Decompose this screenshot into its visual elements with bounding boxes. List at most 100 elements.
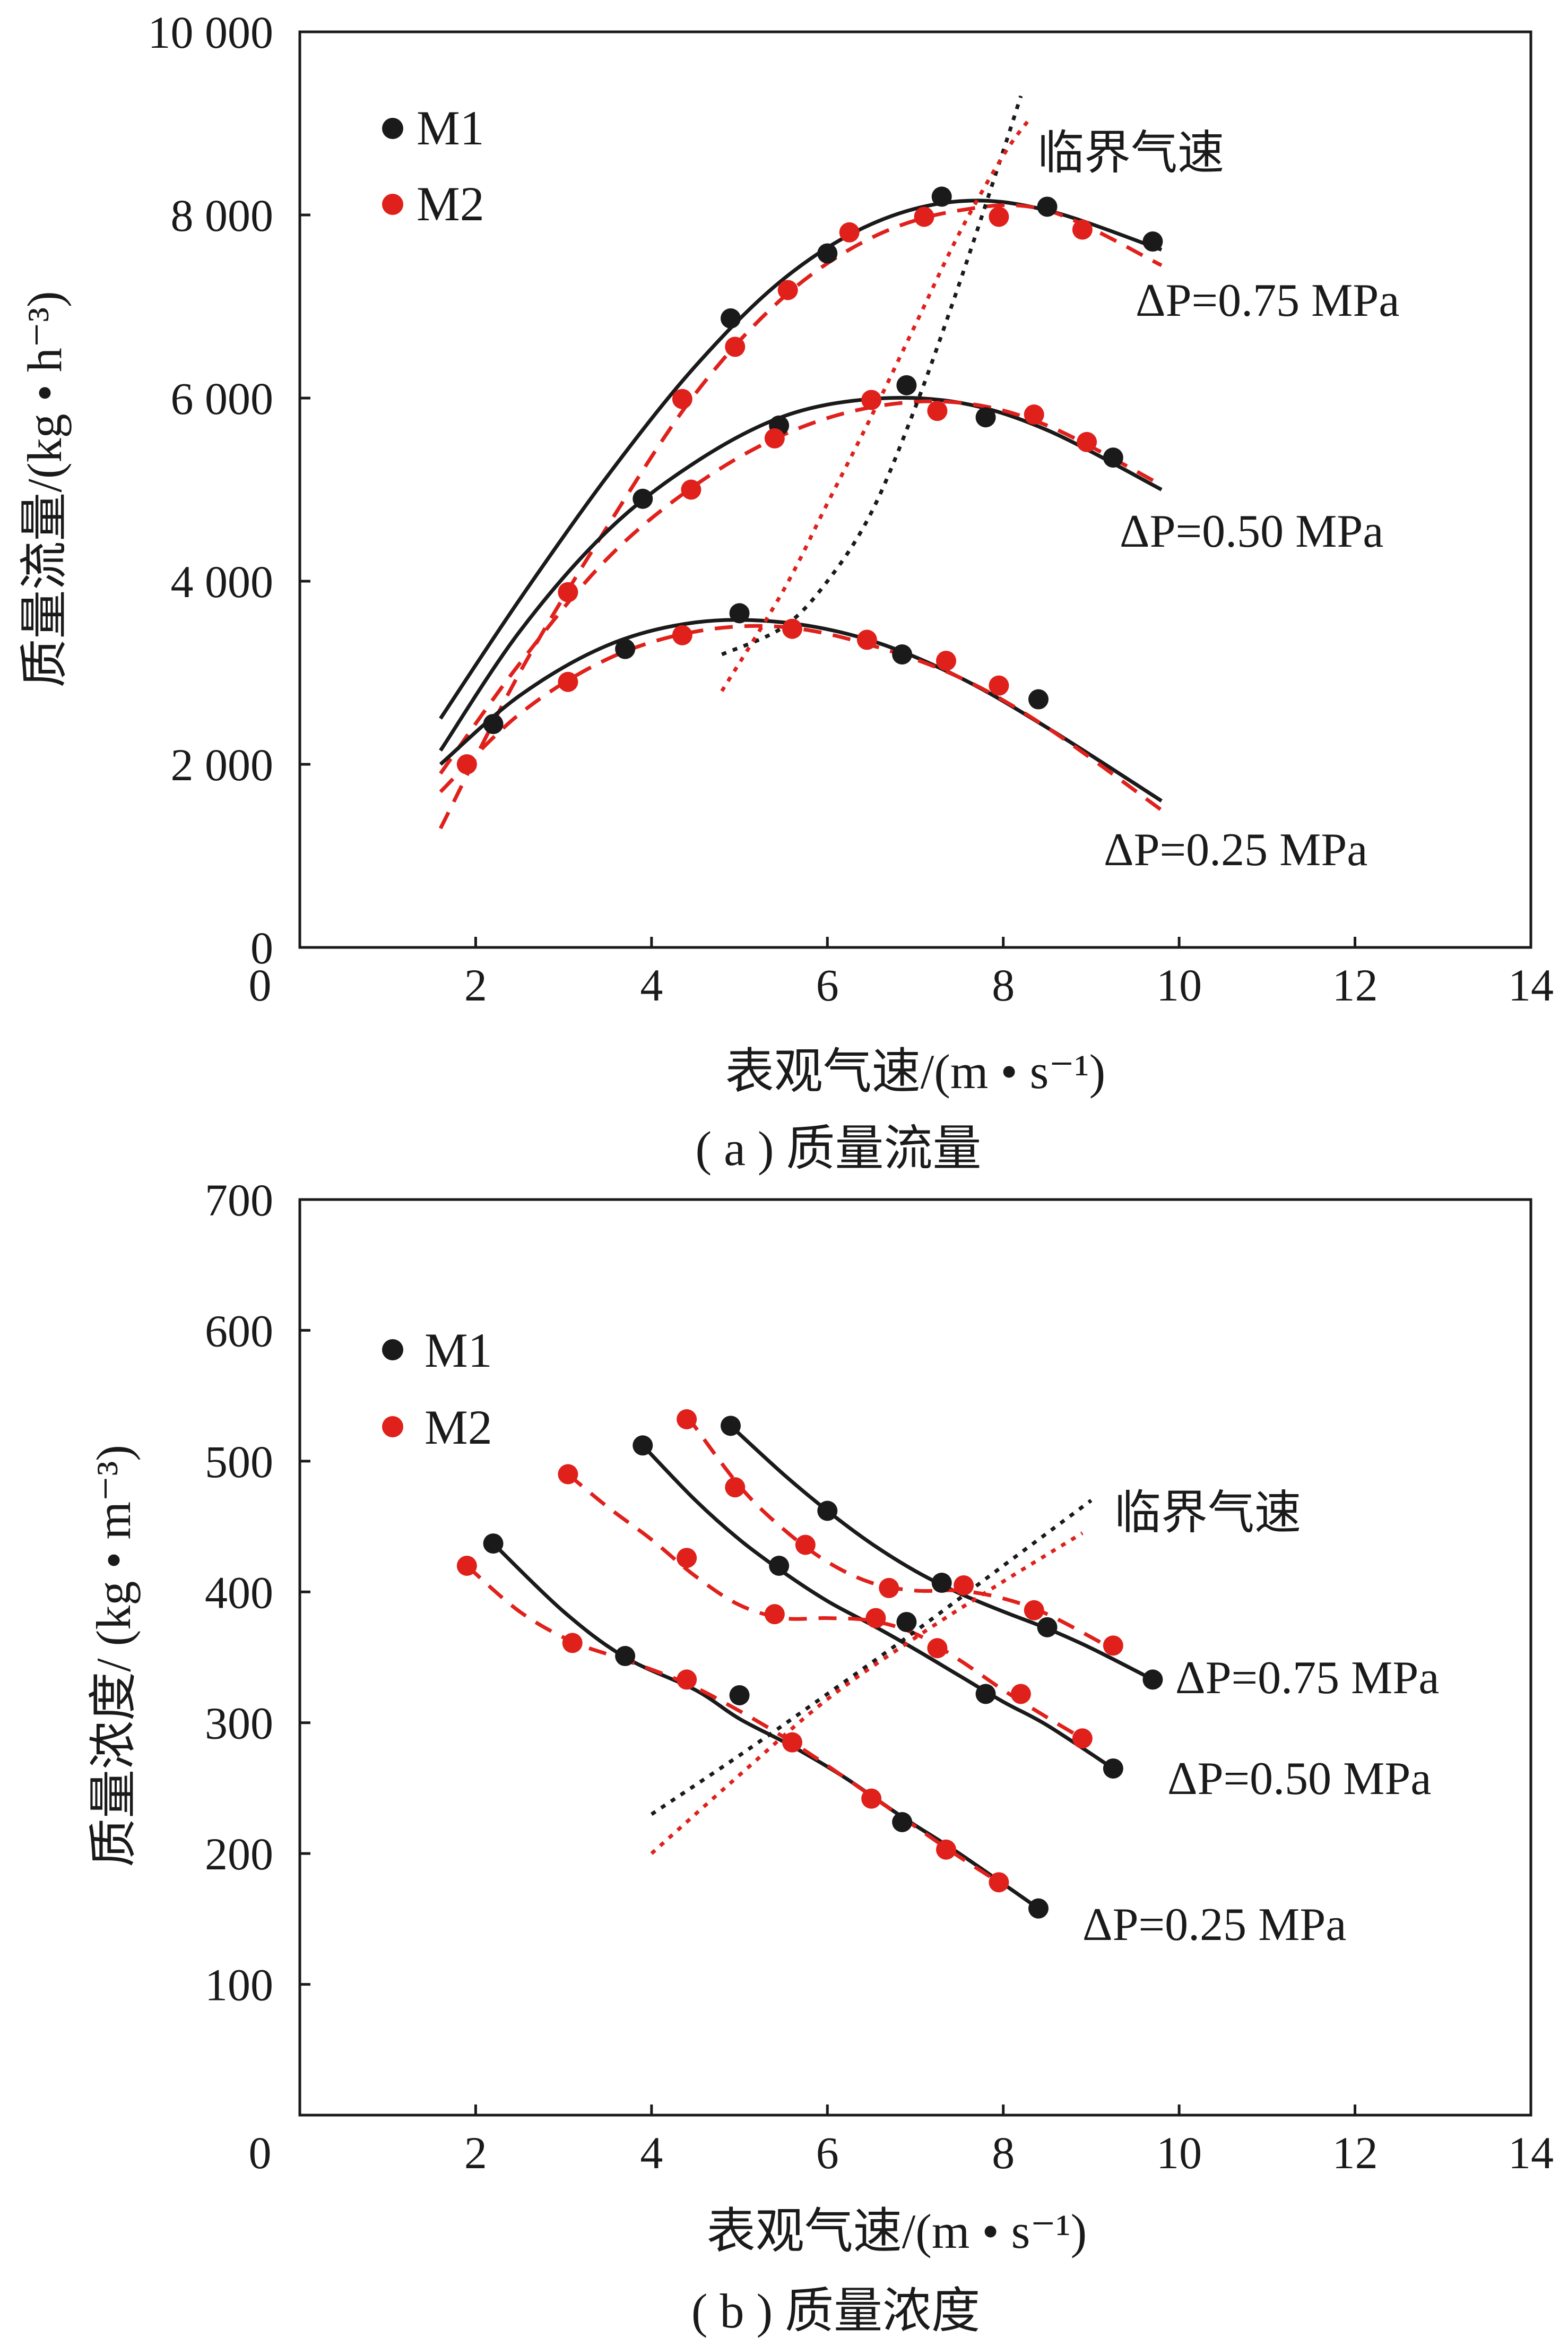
chart-b-data-point-m2 bbox=[456, 1556, 477, 1576]
chart-a-data-point-m2 bbox=[936, 651, 956, 671]
chart-b-ticks: 0 2 4 6 8 10 12 14 100 200 300 400 500 600 700 bbox=[205, 1175, 1554, 2178]
chart-b-data-point-m2 bbox=[677, 1548, 697, 1568]
chart-b-data-point-m1 bbox=[483, 1533, 504, 1554]
chart-b-data-point-m2 bbox=[1010, 1684, 1031, 1704]
chart-a-x-tick-label: 10 bbox=[1156, 960, 1202, 1011]
chart-a: 0 2 4 6 8 10 12 14 0 2 000 4 000 6 000 8 000 10 000 M… bbox=[18, 7, 1554, 1176]
chart-b-caption: ( b ) 质量浓度 bbox=[691, 2284, 980, 2338]
chart-a-data-point-m2 bbox=[764, 428, 785, 448]
chart-b-data-point-m2 bbox=[861, 1788, 882, 1809]
chart-a-annotation-critical: 临界气速 bbox=[1037, 128, 1224, 179]
chart-a-data-point-m1 bbox=[721, 308, 741, 329]
chart-a-data-point-m2 bbox=[681, 479, 701, 500]
chart-a-series-line-m1-critical bbox=[721, 95, 1023, 657]
chart-b-y-tick-label: 100 bbox=[205, 1960, 273, 2011]
chart-b-y-tick-label: 200 bbox=[205, 1828, 273, 1879]
chart-b-lines bbox=[465, 1414, 1154, 1910]
chart-b-legend-m2-marker bbox=[382, 1416, 403, 1437]
chart-b-series-line-m1-critical bbox=[650, 1498, 1093, 1816]
chart-a-x-axis-label: 表观气速/(m • s⁻¹) bbox=[725, 1045, 1106, 1099]
chart-b-data-point-m1 bbox=[721, 1416, 741, 1436]
chart-a-data-point-m2 bbox=[777, 280, 798, 300]
chart-b-series-line-m2-critical bbox=[650, 1531, 1084, 1855]
chart-a-y-tick-label: 2 000 bbox=[171, 739, 274, 790]
chart-b-x-tick-label: 6 bbox=[816, 2127, 839, 2178]
chart-a-x-tick-label: 4 bbox=[640, 960, 663, 1011]
chart-a-data-point-m1 bbox=[817, 243, 838, 264]
chart-a-data-point-m2 bbox=[989, 206, 1009, 227]
chart-a-data-point-m2 bbox=[672, 625, 692, 645]
chart-b-data-point-m2 bbox=[927, 1638, 948, 1659]
chart-b-x-tick-label: 12 bbox=[1332, 2127, 1378, 2178]
chart-a-x-tick-label: 6 bbox=[816, 960, 839, 1011]
chart-a-data-point-m2 bbox=[914, 206, 934, 227]
chart-b-series-line-m2-dpp025mpa bbox=[465, 1564, 1000, 1884]
chart-b-data-point-m1 bbox=[769, 1556, 790, 1576]
chart-a-annotation-dp025: ΔP=0.25 MPa bbox=[1104, 824, 1367, 876]
chart-b-y-tick-label: 600 bbox=[205, 1305, 273, 1356]
chart-b-data-point-m1 bbox=[1103, 1758, 1123, 1779]
chart-a-data-point-m1 bbox=[483, 714, 504, 735]
chart-a-data-point-m1 bbox=[1037, 196, 1058, 217]
chart-a-data-point-m1 bbox=[896, 375, 917, 395]
chart-b-y-tick-label: 300 bbox=[205, 1698, 273, 1749]
chart-a-data-point-m2 bbox=[1024, 404, 1044, 425]
chart-a-plot-frame bbox=[298, 30, 1532, 949]
chart-a-data-point-m1 bbox=[931, 186, 952, 207]
chart-b-y-tick-label: 500 bbox=[205, 1436, 273, 1487]
chart-a-data-point-m2 bbox=[558, 582, 578, 602]
chart-a-data-point-m2 bbox=[839, 222, 860, 243]
chart-b-data-point-m1 bbox=[729, 1685, 750, 1705]
chart-b-annotation-critical: 临界气速 bbox=[1114, 1488, 1301, 1539]
chart-b-data-point-m1 bbox=[975, 1684, 996, 1704]
chart-a-caption: ( a ) 质量流量 bbox=[695, 1122, 981, 1176]
chart-a-ticks: 0 2 4 6 8 10 12 14 0 2 000 4 000 6 000 8 000 10 000 bbox=[148, 7, 1554, 1011]
chart-b-data-point-m1 bbox=[892, 1812, 913, 1832]
chart-b-data-point-m1 bbox=[1037, 1617, 1058, 1637]
chart-a-data-point-m2 bbox=[861, 390, 882, 410]
chart-a-data-point-m2 bbox=[672, 389, 692, 409]
chart-b-data-point-m2 bbox=[954, 1575, 974, 1595]
chart-a-data-point-m1 bbox=[1028, 689, 1049, 710]
chart-a-legend-m1-marker bbox=[382, 118, 403, 139]
chart-b-data-point-m2 bbox=[558, 1464, 578, 1485]
chart-a-annotation-dp050: ΔP=0.50 MPa bbox=[1120, 506, 1383, 557]
chart-b-data-point-m1 bbox=[1028, 1898, 1049, 1919]
chart-a-data-point-m2 bbox=[856, 629, 877, 650]
chart-b-legend-m1-label: M1 bbox=[425, 1323, 492, 1377]
chart-b-y-tick-label: 700 bbox=[205, 1175, 273, 1226]
chart-a-series-line-m1-dpp075mpa bbox=[439, 199, 1163, 720]
chart-b-data-point-m2 bbox=[989, 1872, 1009, 1893]
chart-b-data-point-m2 bbox=[677, 1669, 697, 1690]
chart-a-series-line-m1-dpp025mpa bbox=[439, 618, 1163, 803]
chart-b-y-axis-label: 质量浓度/ (kg • m⁻³) bbox=[86, 1445, 141, 1867]
chart-a-legend-m2-marker bbox=[382, 194, 403, 215]
chart-b-data-point-m2 bbox=[725, 1477, 746, 1498]
chart-b-data-point-m1 bbox=[817, 1500, 838, 1521]
chart-a-series-line-m2-critical bbox=[720, 117, 1032, 692]
chart-a-x-tick-label: 8 bbox=[992, 960, 1015, 1011]
chart-b: 0 2 4 6 8 10 12 14 100 200 300 400 500 600 700 M1 M2 临… bbox=[86, 1175, 1554, 2338]
chart-a-data-point-m1 bbox=[615, 639, 636, 659]
chart-b-data-point-m2 bbox=[936, 1839, 956, 1860]
chart-b-annotation-dp025: ΔP=0.25 MPa bbox=[1082, 1899, 1346, 1951]
chart-b-data-point-m2 bbox=[1024, 1600, 1044, 1620]
chart-b-data-point-m2 bbox=[865, 1608, 886, 1628]
chart-a-series-line-m2-dpp050mpa bbox=[439, 399, 1163, 775]
chart-a-legend-m1-label: M1 bbox=[417, 101, 484, 155]
chart-b-data-point-m2 bbox=[879, 1577, 899, 1598]
chart-b-points bbox=[456, 1409, 1163, 1919]
chart-a-series-line-m2-dpp025mpa bbox=[439, 624, 1163, 812]
chart-a-y-axis-label: 质量流量/(kg • h⁻³) bbox=[18, 291, 72, 687]
chart-a-data-point-m1 bbox=[633, 488, 653, 509]
chart-b-series-line-m2-dpp075mpa bbox=[685, 1414, 1110, 1649]
chart-b-x-tick-label: 8 bbox=[992, 2127, 1015, 2178]
chart-b-series-line-m2-dpp050mpa bbox=[567, 1472, 1084, 1740]
chart-a-x-tick-label: 12 bbox=[1332, 960, 1378, 1011]
chart-b-legend-m1-marker bbox=[382, 1339, 403, 1360]
chart-a-x-tick-label: 0 bbox=[249, 960, 272, 1011]
chart-a-y-tick-label: 10 000 bbox=[148, 7, 274, 58]
chart-a-points bbox=[456, 186, 1163, 774]
chart-b-x-axis-label: 表观气速/(m • s⁻¹) bbox=[707, 2204, 1087, 2258]
